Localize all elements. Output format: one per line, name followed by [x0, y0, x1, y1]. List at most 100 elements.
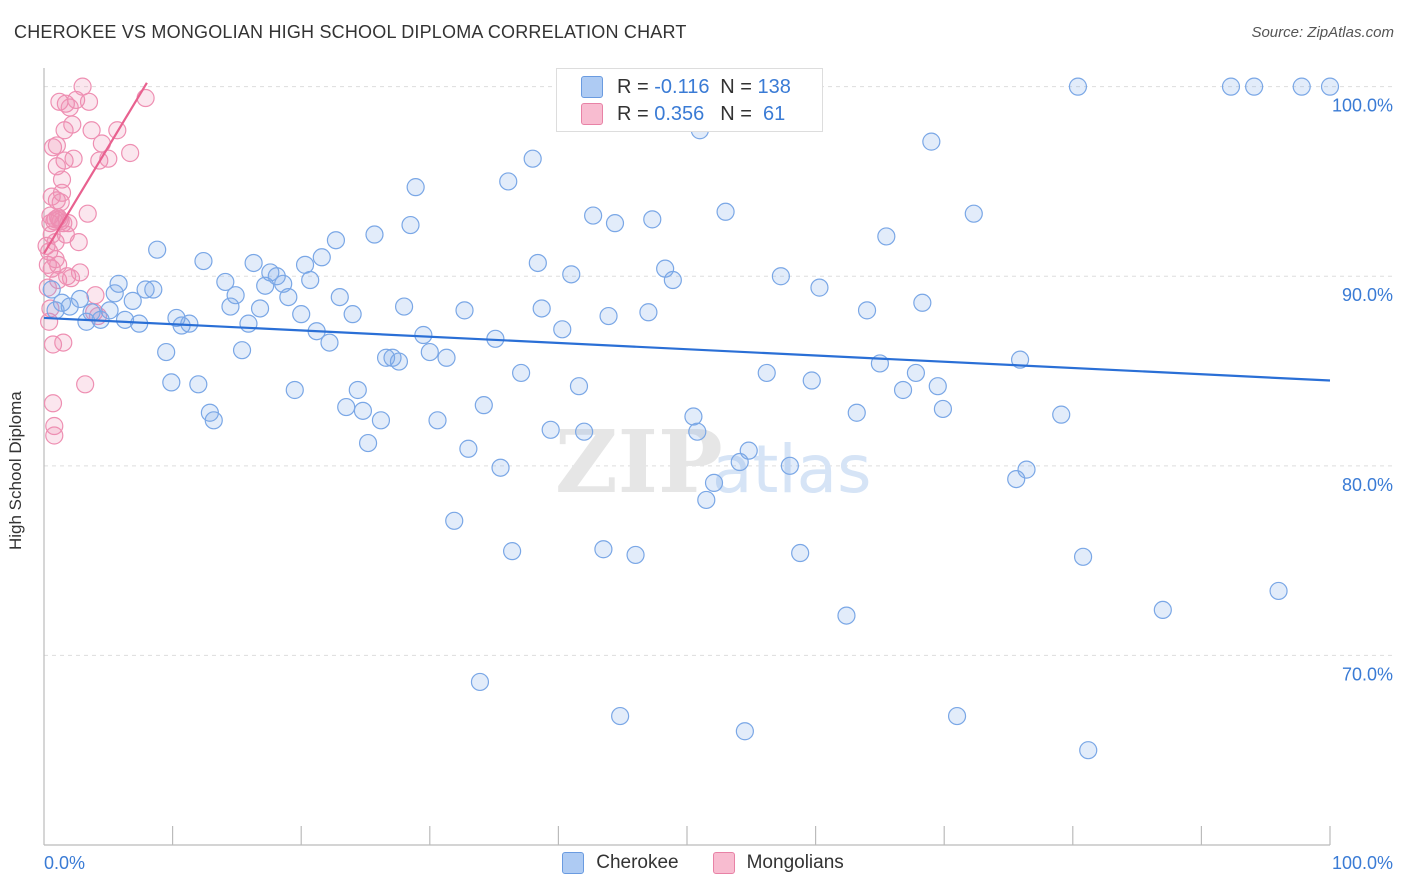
- cherokee-point: [922, 132, 941, 151]
- mongolians-point: [69, 233, 88, 252]
- mongolians-point: [52, 170, 72, 189]
- cherokee-point: [1292, 77, 1311, 96]
- mongolians-points: [37, 77, 155, 445]
- cherokee-point: [626, 545, 645, 565]
- y-tick-label: 70.0%: [1342, 664, 1393, 684]
- cherokee-point: [512, 363, 531, 383]
- cherokee-r-value: -0.116: [654, 75, 710, 98]
- cherokee-point: [136, 280, 155, 299]
- mongolians-legend-swatch: [712, 852, 735, 874]
- mongolians-point: [61, 269, 81, 288]
- cherokee-point: [1010, 350, 1030, 369]
- cherokee-point: [109, 274, 128, 293]
- cherokee-point: [716, 202, 735, 221]
- mongolians-point: [73, 77, 92, 96]
- correlation-legend: R = -0.116 N = 138 R = 0.356 N = 61: [556, 68, 823, 132]
- cherokee-point: [445, 511, 464, 530]
- cherokee-point: [857, 301, 877, 320]
- chart-title: CHEROKEE VS MONGOLIAN HIGH SCHOOL DIPLOM…: [14, 22, 687, 42]
- cherokee-point: [428, 411, 447, 430]
- cherokee-point: [735, 722, 754, 741]
- cherokee-point: [250, 299, 270, 318]
- legend-row-cherokee: R = -0.116 N = 138: [581, 75, 791, 99]
- cherokee-point: [115, 310, 135, 329]
- cherokee-point: [928, 377, 947, 396]
- cherokee-point: [459, 439, 478, 458]
- x-tick-label: 0.0%: [44, 853, 85, 873]
- cherokee-legend-swatch: [562, 852, 585, 874]
- cherokee-point: [791, 543, 810, 563]
- cherokee-point: [499, 172, 518, 191]
- cherokee-point: [455, 301, 474, 320]
- cherokee-point: [569, 377, 589, 396]
- cherokee-point: [947, 706, 967, 726]
- cherokee-point: [933, 399, 953, 419]
- cherokee-point: [503, 542, 522, 561]
- series-legend: Cherokee Mongolians: [0, 852, 1406, 874]
- cherokee-point: [232, 341, 252, 360]
- cherokee-point: [1073, 547, 1093, 566]
- cherokee-point: [389, 352, 409, 371]
- cherokee-point: [420, 342, 439, 362]
- mongolians-point: [82, 121, 101, 140]
- cherokee-point: [401, 215, 420, 235]
- cherokee-point: [562, 265, 581, 284]
- cherokee-point: [780, 456, 799, 475]
- cherokee-point: [221, 297, 240, 316]
- cherokee-point: [194, 251, 213, 271]
- cherokee-points: [42, 77, 1340, 760]
- cherokee-point: [810, 278, 829, 297]
- cherokee-point: [1269, 581, 1288, 601]
- mongolians-point: [51, 193, 70, 212]
- mongolians-point: [121, 143, 140, 163]
- cherokee-point: [771, 267, 790, 286]
- cherokee-point: [528, 253, 547, 273]
- cherokee-point: [279, 287, 298, 307]
- cherokee-point: [406, 178, 425, 197]
- x-tick-label: 100.0%: [1332, 853, 1393, 873]
- cherokee-point: [605, 214, 625, 233]
- cherokee-point: [1245, 77, 1264, 96]
- mongolians-trend-line: [43, 82, 148, 255]
- y-tick-label: 100.0%: [1332, 96, 1393, 116]
- legend-item-cherokee: Cherokee: [562, 852, 679, 874]
- cherokee-point: [301, 270, 320, 290]
- cherokee-point: [353, 401, 373, 420]
- cherokee-point: [326, 231, 346, 250]
- cherokee-point: [348, 380, 367, 400]
- cherokee-point: [216, 272, 235, 292]
- cherokee-point: [414, 325, 433, 345]
- mongolians-point: [63, 115, 82, 134]
- cherokee-point: [611, 706, 630, 726]
- cherokee-point: [292, 305, 311, 324]
- y-axis-label: High School Diploma: [6, 391, 25, 550]
- cherokee-point: [42, 280, 61, 299]
- cherokee-point: [295, 255, 315, 274]
- cherokee-point: [913, 293, 932, 312]
- trend-lines: [43, 82, 1331, 382]
- watermark-atlas: atlas: [712, 431, 872, 508]
- cherokee-point: [123, 291, 142, 310]
- cherokee-point: [964, 204, 983, 223]
- cherokee-point: [639, 303, 658, 322]
- mongolians-point: [55, 151, 74, 170]
- cherokee-point: [643, 210, 662, 229]
- cherokee-point: [877, 227, 896, 246]
- mongolians-legend-label: Mongolians: [746, 852, 844, 873]
- cherokee-point: [594, 540, 613, 559]
- mongolians-point: [136, 88, 155, 108]
- cherokee-point: [337, 397, 356, 417]
- mongolians-point: [54, 333, 73, 352]
- cherokee-point: [1221, 77, 1241, 96]
- cherokee-point: [365, 225, 384, 244]
- n-label: N =: [720, 102, 752, 125]
- mongolians-point: [70, 263, 90, 282]
- cherokee-legend-label: Cherokee: [596, 852, 679, 873]
- cherokee-point: [802, 371, 821, 390]
- n-label: N =: [720, 75, 752, 98]
- cherokee-point: [599, 306, 618, 326]
- mongolians-point: [78, 204, 97, 223]
- cherokee-point: [437, 348, 456, 367]
- cherokee-point: [77, 312, 96, 331]
